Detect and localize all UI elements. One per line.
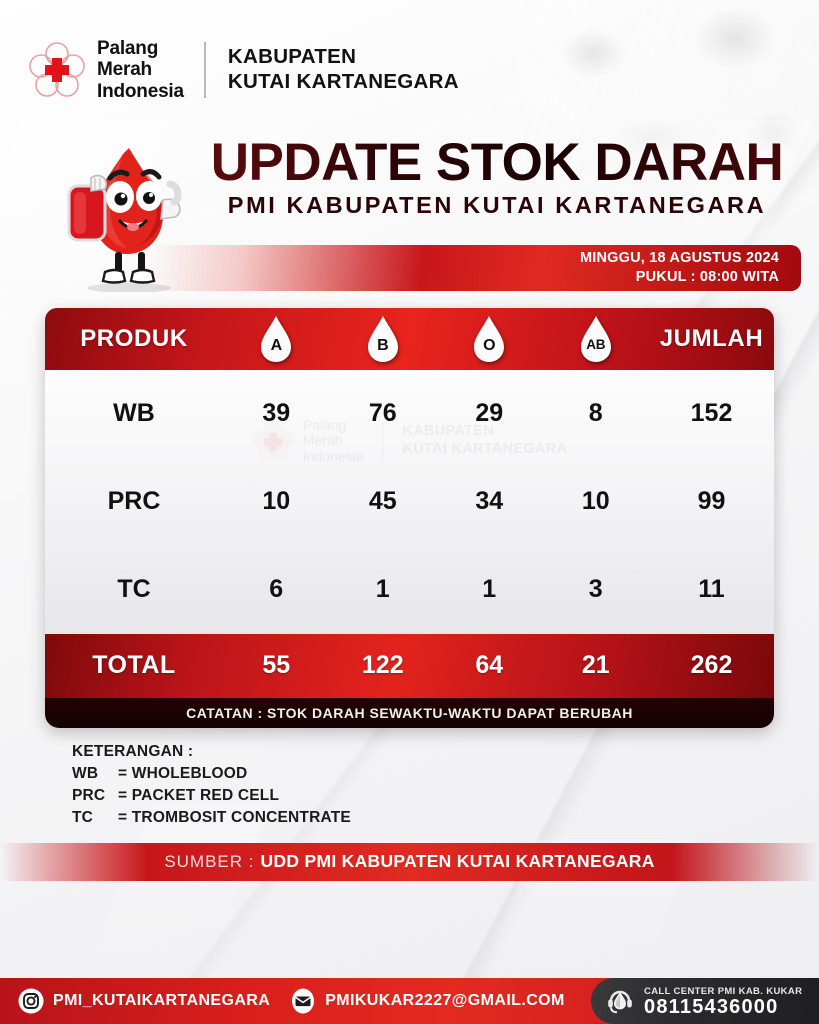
source-value: UDD PMI KABUPATEN KUTAI KARTANEGARA (260, 851, 655, 872)
legend-key: TC (72, 808, 94, 826)
footer-contact-bar: PMI_KUTAIKARTANEGARA PMIKUKAR2227@GMAIL.… (0, 978, 819, 1024)
page-title: UPDATE STOK DARAH (205, 135, 789, 190)
total-label: TOTAL (92, 651, 176, 680)
unit-line-2: KUTAI KARTANEGARA (227, 69, 459, 93)
stock-table: PRODUK A B O (45, 307, 774, 728)
legend-item: WB = WHOLEBLOOD (72, 763, 819, 785)
headset-blood-drop-icon (605, 986, 635, 1016)
table-row: WB 39 76 29 8 152 (45, 370, 774, 458)
header: Palang Merah Indonesia KABUPATEN KUTAI K… (0, 0, 819, 102)
legend-value: = PACKET RED CELL (118, 786, 280, 804)
pmi-logo-text: Palang Merah Indonesia (97, 38, 184, 102)
pmi-line-1: Palang (97, 38, 159, 59)
row-product-name: TC (117, 575, 151, 604)
cell-b: 1 (375, 575, 390, 604)
cell-total: 152 (690, 399, 733, 428)
blood-type-label-o: O (483, 336, 496, 354)
table-header-row: PRODUK A B O (45, 307, 774, 370)
cell-a: 39 (262, 399, 291, 428)
table-note-bar: CATATAN : STOK DARAH SEWAKTU-WAKTU DAPAT… (45, 697, 774, 728)
row-product-name: PRC (107, 487, 161, 516)
blood-drop-b-icon: B (363, 314, 403, 364)
pmi-line-2: Merah (97, 59, 152, 81)
instagram-handle: PMI_KUTAIKARTANEGARA (53, 992, 271, 1009)
legend-key: PRC (72, 786, 106, 804)
row-product-name: WB (113, 399, 155, 428)
page-subtitle: PMI KABUPATEN KUTAI KARTANEGARA (227, 191, 767, 218)
cell-o: 29 (475, 399, 504, 428)
table-row: PRC 10 45 34 10 99 (45, 458, 774, 546)
cell-ab: 3 (588, 575, 603, 604)
legend-item: PRC = PACKET RED CELL (72, 785, 819, 807)
total-ab: 21 (581, 651, 610, 680)
cell-total: 11 (698, 575, 725, 604)
header-unit-name: KABUPATEN KUTAI KARTANEGARA (228, 45, 459, 94)
cell-b: 76 (368, 399, 397, 428)
legend-key: WB (72, 764, 99, 782)
pmi-logo: Palang Merah Indonesia (28, 38, 184, 102)
total-b: 122 (361, 651, 404, 680)
call-center-number: 08115436000 (644, 995, 779, 1018)
table-total-row: TOTAL 55 122 64 21 262 (45, 633, 774, 698)
table-row: TC 6 1 1 3 11 (45, 546, 774, 634)
source-label: SUMBER : (164, 851, 255, 871)
pmi-red-cross-flower-icon (28, 41, 86, 99)
table-body: Palang Merah Indonesia KABUPATEN KUTAI K… (45, 369, 774, 634)
cell-a: 10 (262, 487, 291, 516)
legend-value: = WHOLEBLOOD (118, 764, 248, 782)
cell-total: 99 (697, 487, 726, 516)
total-grand: 262 (690, 651, 733, 680)
date-banner: MINGGU, 18 AGUSTUS 2024 PUKUL : 08:00 WI… (150, 244, 801, 291)
total-o: 64 (475, 651, 504, 680)
cell-o: 1 (482, 575, 497, 604)
instagram-contact[interactable]: PMI_KUTAIKARTANEGARA (18, 988, 270, 1014)
title-text-group: UPDATE STOK DARAH PMI KABUPATEN KUTAI KA… (205, 135, 789, 219)
email-address: PMIKUKAR2227@GMAIL.COM (325, 992, 565, 1009)
cell-a: 6 (269, 575, 284, 604)
blood-type-label-a: A (270, 336, 283, 354)
blood-drop-ab-icon: AB (576, 314, 616, 364)
table-note-text: CATATAN : STOK DARAH SEWAKTU-WAKTU DAPAT… (186, 704, 633, 721)
cell-ab: 10 (581, 487, 610, 516)
cell-b: 45 (368, 487, 397, 516)
blood-type-label-ab: AB (586, 336, 606, 352)
instagram-icon (18, 988, 44, 1014)
blood-drop-a-icon: A (256, 314, 296, 364)
cell-ab: 8 (588, 399, 603, 428)
legend-value: = TROMBOSIT CONCENTRATE (118, 808, 351, 826)
pmi-line-3: Indonesia (97, 80, 184, 102)
legend-item: TC = TROMBOSIT CONCENTRATE (72, 807, 819, 829)
call-center-label: CALL CENTER PMI KAB. KUKAR (644, 985, 803, 997)
blood-type-label-b: B (377, 336, 389, 354)
cell-o: 34 (475, 487, 504, 516)
source-bar: SUMBER : UDD PMI KABUPATEN KUTAI KARTANE… (0, 842, 819, 881)
envelope-icon (290, 988, 316, 1014)
column-header-jumlah: JUMLAH (659, 324, 764, 352)
legend-section: KETERANGAN : WB = WHOLEBLOOD PRC = PACKE… (72, 741, 819, 829)
time-text: PUKUL : 08:00 WITA (635, 268, 779, 285)
blood-drop-o-icon: O (469, 314, 509, 364)
column-header-produk: PRODUK (80, 324, 188, 352)
call-center-badge[interactable]: CALL CENTER PMI KAB. KUKAR 08115436000 (591, 978, 819, 1024)
background-donation-photo (519, 0, 819, 190)
legend-title: KETERANGAN : (72, 742, 194, 760)
unit-line-1: KABUPATEN (227, 45, 357, 69)
total-a: 55 (262, 651, 291, 680)
email-contact[interactable]: PMIKUKAR2227@GMAIL.COM (290, 988, 565, 1014)
title-section: UPDATE STOK DARAH PMI KABUPATEN KUTAI KA… (0, 135, 819, 293)
date-text: MINGGU, 18 AGUSTUS 2024 (579, 250, 779, 267)
header-divider (203, 41, 206, 98)
